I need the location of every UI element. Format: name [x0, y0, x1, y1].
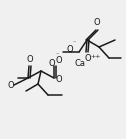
Text: O: O — [66, 45, 73, 54]
Text: O: O — [27, 55, 33, 64]
Text: O: O — [85, 54, 91, 63]
Text: ⁻: ⁻ — [73, 41, 76, 46]
Text: O: O — [7, 81, 14, 90]
Text: O: O — [94, 18, 100, 27]
Text: ⁻: ⁻ — [56, 53, 59, 58]
Text: O: O — [55, 56, 62, 65]
Text: Ca: Ca — [74, 59, 86, 68]
Text: O: O — [48, 59, 55, 68]
Text: ++: ++ — [90, 54, 101, 59]
Text: O: O — [55, 75, 62, 85]
